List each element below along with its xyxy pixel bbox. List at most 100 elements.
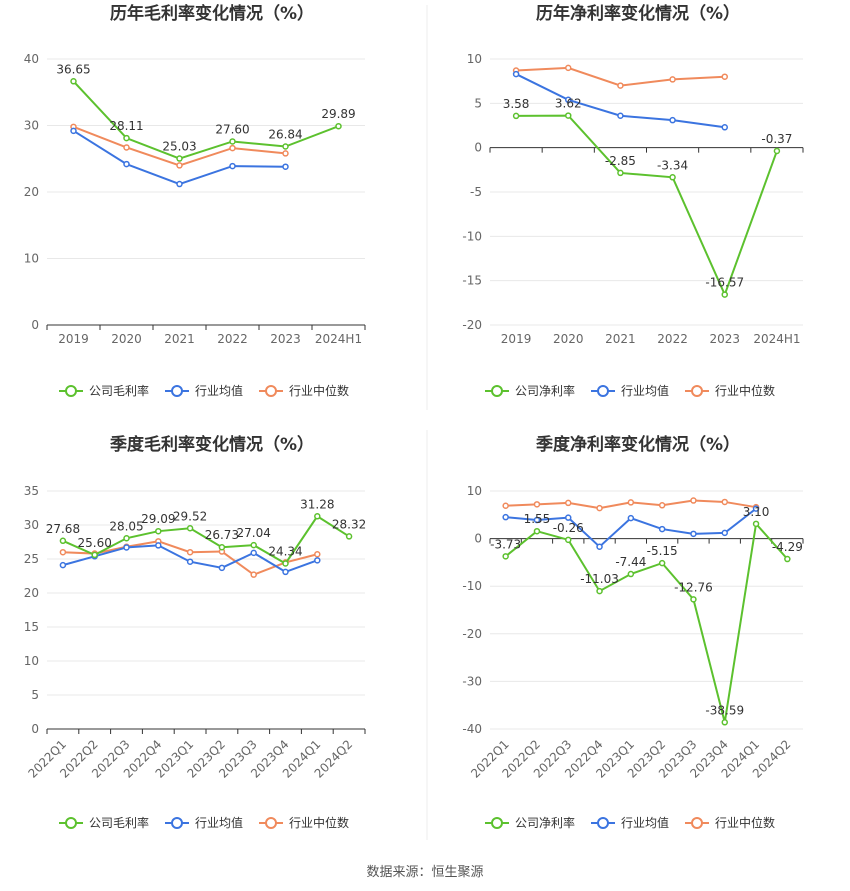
legend-item-mean[interactable]: 行业均值: [165, 815, 243, 830]
y-tick-label: 35: [24, 484, 39, 498]
data-point-mean: [565, 96, 572, 104]
data-point-company: [70, 78, 77, 85]
data-point-mean: [752, 505, 760, 512]
data-point-mean: [690, 530, 697, 538]
data-point-mean: [533, 516, 541, 524]
y-tick-label: -20: [462, 318, 482, 332]
chart-title: 季度净利率变化情况（%）: [536, 434, 740, 455]
data-label: 3.10: [743, 505, 770, 519]
legend-item-mean[interactable]: 行业均值: [591, 383, 669, 398]
data-point-company: [282, 143, 289, 150]
y-tick-label: 10: [24, 252, 39, 266]
data-point-mean: [658, 525, 666, 533]
y-tick-label: 0: [31, 318, 39, 332]
data-point-median: [123, 144, 130, 151]
data-point-mean: [669, 116, 676, 124]
data-point-company: [91, 551, 98, 559]
data-label: -0.26: [553, 521, 584, 535]
legend-item-company[interactable]: 公司净利率: [485, 815, 575, 830]
data-point-median: [186, 548, 194, 556]
data-point-median: [658, 502, 666, 509]
x-tick-label: 2022: [217, 332, 248, 346]
data-point-median: [596, 504, 603, 512]
y-tick-label: 15: [24, 620, 39, 634]
data-point-company: [773, 147, 781, 155]
data-point-mean: [721, 529, 728, 537]
data-point-mean: [186, 558, 194, 565]
legend-item-median[interactable]: 行业中位数: [685, 383, 775, 398]
data-label: 29.52: [173, 509, 207, 523]
data-point-median: [669, 76, 676, 83]
x-tick-label: 2019: [501, 332, 532, 346]
x-tick-label: 2021: [164, 332, 195, 346]
legend-marker: [65, 385, 77, 397]
data-label: 26.73: [205, 528, 239, 542]
data-point-company: [627, 570, 635, 578]
legend-item-mean[interactable]: 行业均值: [165, 383, 243, 398]
x-tick-label: 2024H1: [753, 332, 800, 346]
legend-item-median[interactable]: 行业中位数: [259, 815, 349, 830]
data-point-median: [533, 501, 541, 508]
legend-label: 公司净利率: [515, 815, 575, 830]
legend-marker: [597, 385, 609, 397]
data-point-median: [721, 498, 728, 506]
data-point-mean: [596, 543, 603, 550]
legend-label: 行业中位数: [715, 383, 775, 398]
legend-marker: [265, 385, 277, 397]
data-point-mean: [250, 549, 257, 557]
data-label: 28.11: [109, 119, 143, 133]
data-point-median: [565, 64, 572, 72]
data-label: -16.57: [705, 276, 744, 290]
y-tick-label: 0: [31, 722, 39, 736]
y-tick-label: 40: [24, 52, 39, 66]
data-point-company: [123, 535, 130, 542]
data-point-median: [627, 499, 635, 506]
data-label: -2.85: [605, 154, 636, 168]
legend-item-company[interactable]: 公司毛利率: [59, 815, 149, 830]
data-label: 31.28: [300, 497, 334, 511]
data-point-mean: [229, 162, 236, 170]
legend-label: 公司毛利率: [89, 383, 149, 398]
legend-item-median[interactable]: 行业中位数: [685, 815, 775, 830]
data-label: 28.32: [332, 517, 366, 531]
data-label: 27.04: [237, 526, 271, 540]
x-tick-label: 2022: [657, 332, 688, 346]
legend-item-company[interactable]: 公司毛利率: [59, 383, 149, 398]
data-point-company: [229, 138, 236, 145]
y-tick-label: -40: [462, 722, 482, 736]
chart-4: 季度净利率变化情况（%）-40-30-20-100102022Q12022Q22…: [462, 434, 804, 830]
data-point-mean: [721, 124, 728, 131]
data-point-company: [721, 719, 728, 726]
legend-item-mean[interactable]: 行业均值: [591, 815, 669, 830]
data-point-mean: [155, 542, 162, 549]
data-point-mean: [123, 160, 130, 168]
data-label: 29.89: [321, 107, 355, 121]
y-tick-label: 10: [24, 654, 39, 668]
y-tick-label: 5: [31, 688, 39, 702]
legend-marker: [265, 817, 277, 829]
y-tick-label: 0: [474, 532, 482, 546]
chart-title: 历年毛利率变化情况（%）: [110, 3, 314, 24]
y-tick-label: -30: [462, 674, 482, 688]
y-tick-label: -10: [462, 579, 482, 593]
data-point-company: [533, 527, 541, 535]
y-tick-label: 10: [467, 484, 482, 498]
data-label: 36.65: [56, 62, 90, 76]
data-point-median: [250, 571, 257, 578]
data-point-company: [784, 555, 791, 563]
data-point-company: [617, 169, 624, 177]
series-line-company: [72, 80, 339, 160]
chart-title: 历年净利率变化情况（%）: [536, 3, 740, 24]
legend-item-company[interactable]: 公司净利率: [485, 383, 575, 398]
data-point-company: [282, 560, 289, 567]
data-label: 26.84: [268, 128, 302, 142]
legend-label: 行业均值: [195, 383, 243, 398]
legend-label: 行业中位数: [289, 815, 349, 830]
legend-label: 公司净利率: [515, 383, 575, 398]
legend-item-median[interactable]: 行业中位数: [259, 383, 349, 398]
data-label: 28.05: [109, 519, 143, 533]
data-label: -3.73: [490, 537, 521, 551]
chart-3: 季度毛利率变化情况（%）051015202530352022Q12022Q220…: [24, 434, 367, 830]
legend-label: 行业均值: [195, 815, 243, 830]
data-point-company: [59, 537, 67, 545]
